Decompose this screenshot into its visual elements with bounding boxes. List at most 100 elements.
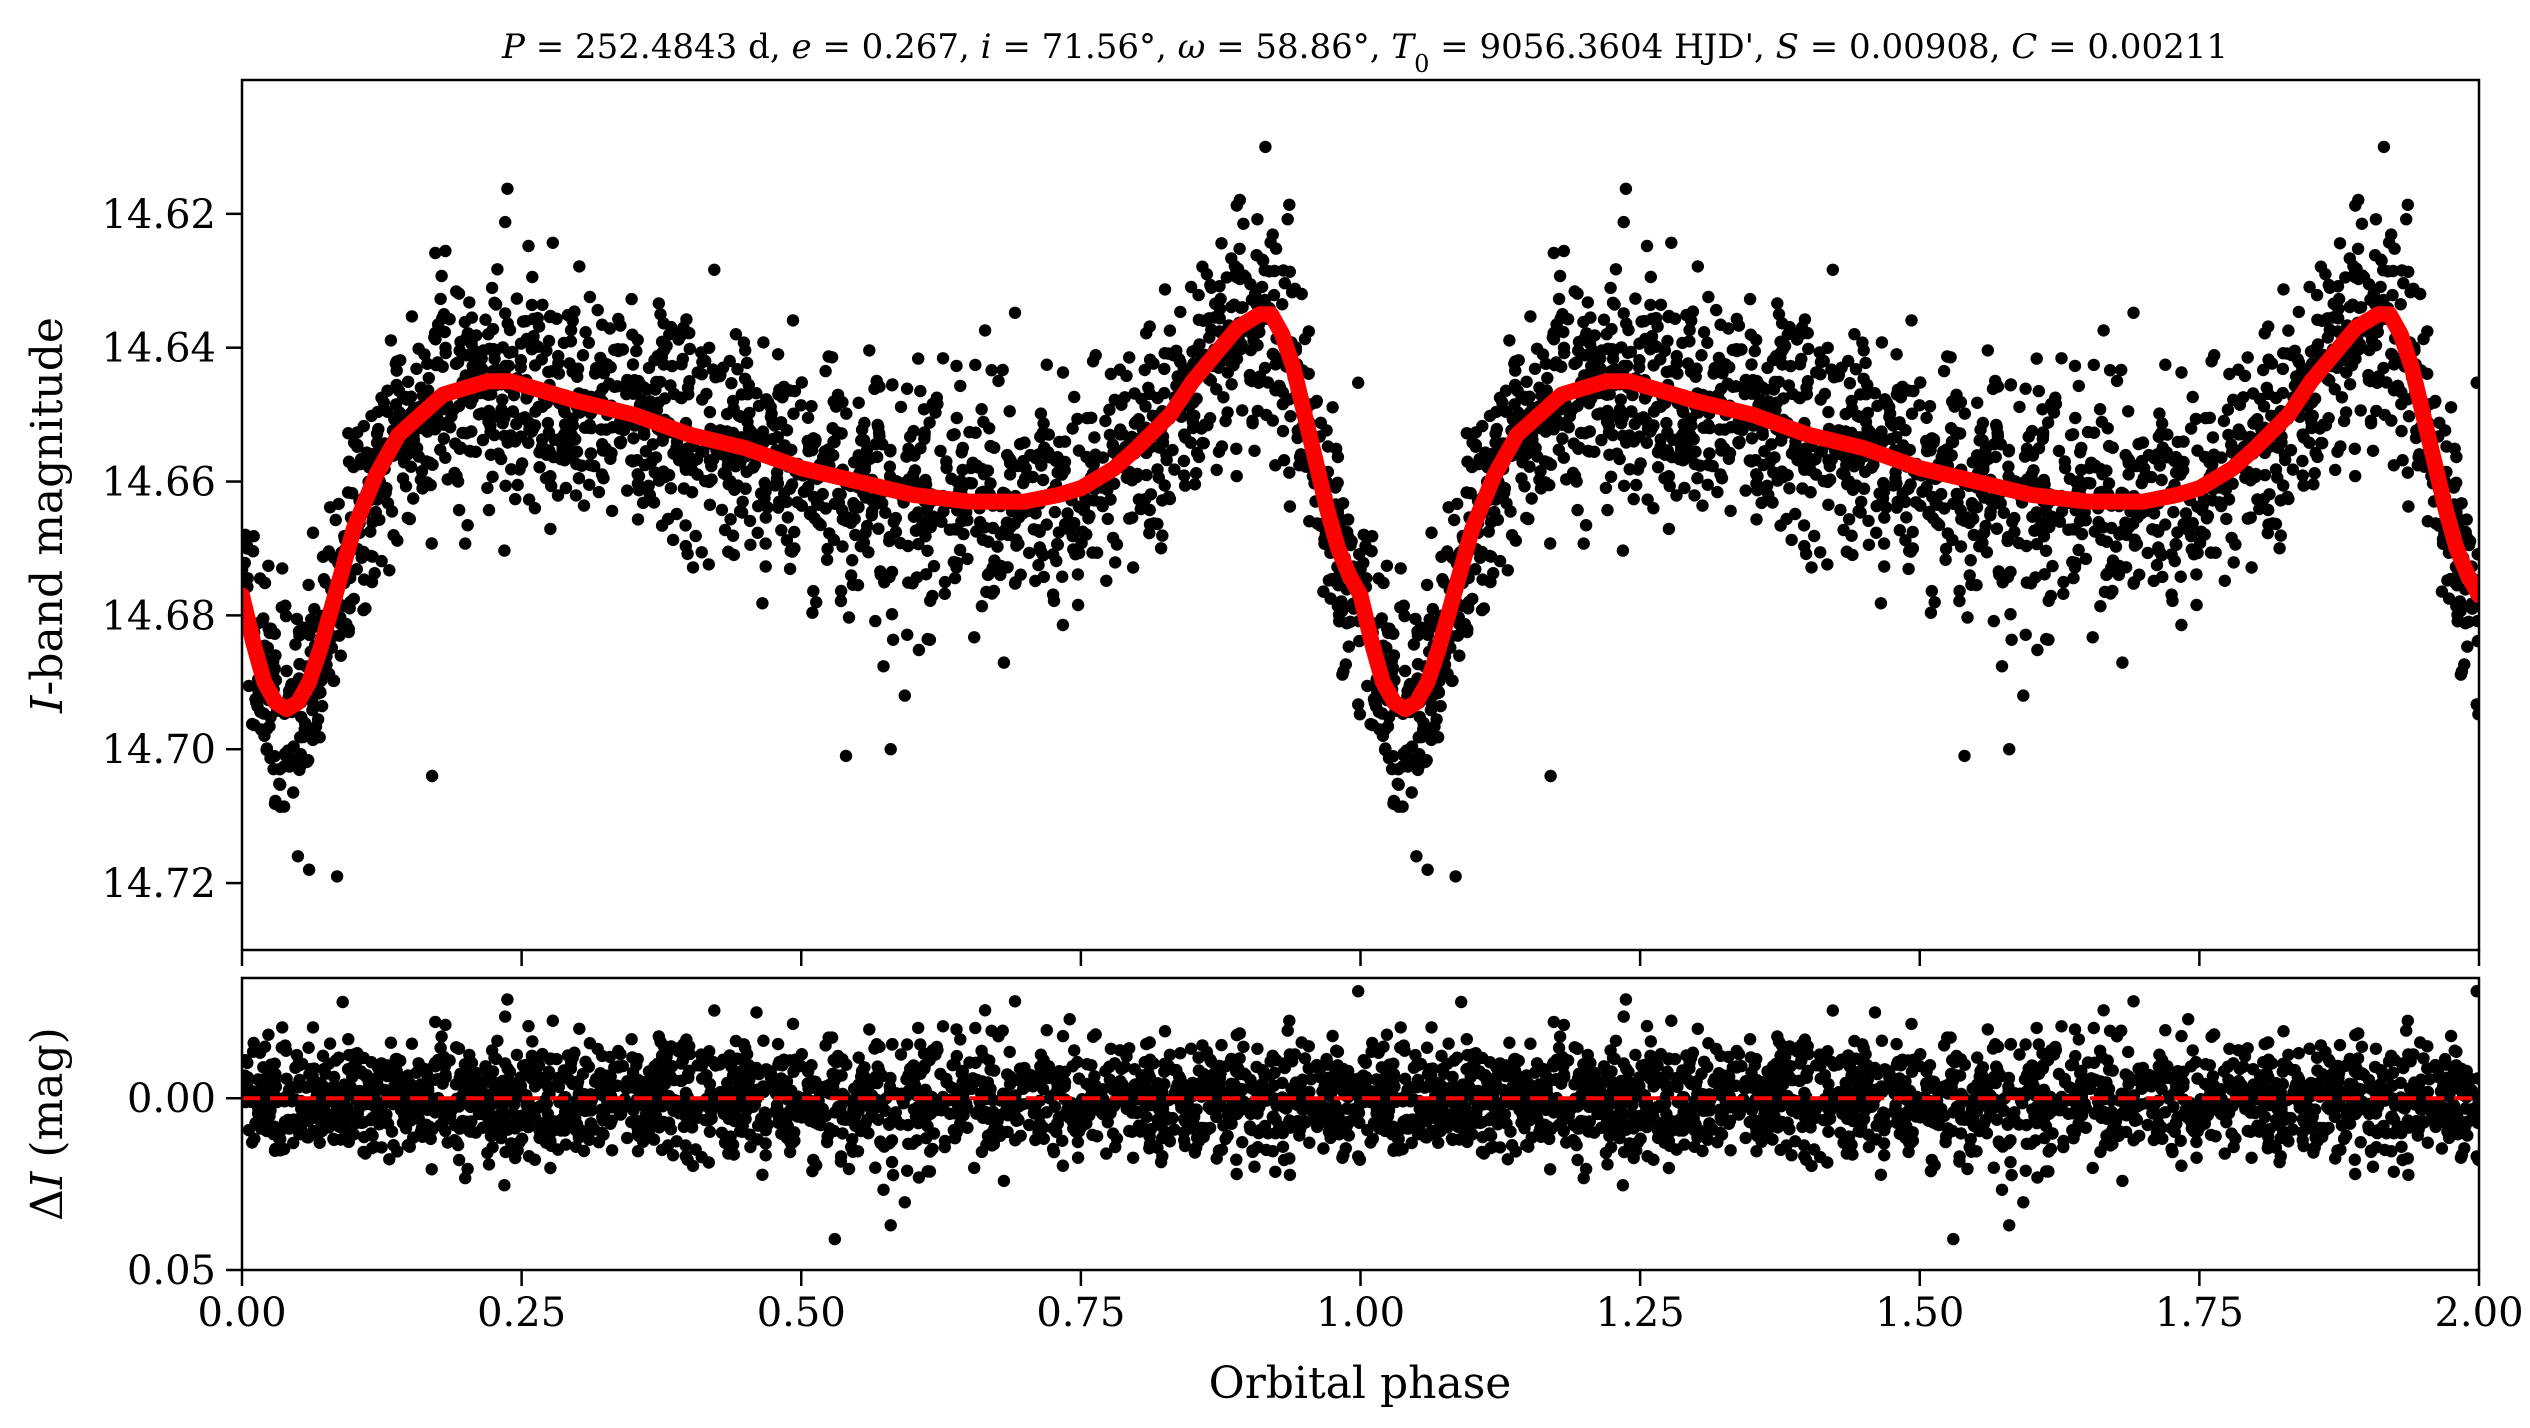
data-point [921, 544, 934, 557]
data-point [664, 482, 678, 495]
data-point [2167, 505, 2180, 519]
data-point [2089, 459, 2102, 472]
data-point [638, 428, 651, 441]
data-point [1466, 436, 1479, 449]
data-point [731, 363, 744, 376]
residual-point [429, 1015, 442, 1029]
data-point [1158, 479, 1171, 492]
data-point [1407, 638, 1421, 651]
data-point [287, 740, 300, 753]
residual-point [863, 1023, 876, 1036]
data-point [810, 496, 824, 510]
data-point [526, 270, 539, 284]
data-point [2179, 507, 2193, 520]
data-point [399, 480, 413, 493]
data-point [1606, 296, 1620, 309]
data-point [1544, 537, 1557, 550]
data-point [2276, 362, 2289, 376]
data-point [2156, 441, 2169, 454]
data-point [1689, 445, 1702, 458]
data-point [1644, 343, 1657, 356]
data-point [1763, 455, 1776, 469]
data-point [604, 452, 617, 465]
residual-point [981, 1076, 995, 1089]
data-point [1508, 398, 1521, 411]
data-point [2088, 525, 2101, 538]
data-point [2026, 510, 2039, 523]
data-point [806, 606, 819, 619]
data-point [541, 416, 555, 430]
data-point [1967, 512, 1980, 526]
y-tick-label: 14.62 [101, 192, 216, 238]
residual-point [303, 1068, 316, 1081]
data-point [1984, 509, 1997, 522]
data-point [1178, 479, 1192, 492]
data-point [2333, 237, 2347, 250]
data-point [1405, 786, 1418, 799]
data-point [459, 369, 472, 382]
data-point [1715, 444, 1728, 457]
data-point [1946, 395, 1959, 408]
data-point [1281, 213, 1294, 226]
data-point [2002, 443, 2016, 457]
data-point [2323, 323, 2336, 336]
data-point [498, 429, 511, 443]
data-point [1695, 349, 1708, 362]
data-point [805, 400, 818, 413]
residual-point [1154, 1155, 1168, 1169]
data-point [401, 375, 415, 388]
data-point [2094, 600, 2107, 613]
data-point [577, 499, 591, 512]
data-point [509, 492, 522, 506]
data-point [1090, 546, 1104, 559]
data-point [1896, 380, 1909, 393]
data-point [528, 419, 542, 432]
data-point [1506, 413, 1520, 426]
data-point [1225, 252, 1238, 265]
data-point [2206, 431, 2220, 444]
data-point [1758, 445, 1771, 458]
data-point [2220, 512, 2233, 526]
data-point [2352, 343, 2366, 356]
data-point [1158, 347, 1171, 360]
data-point [2064, 428, 2078, 442]
residual-point [852, 1051, 865, 1064]
data-point [807, 584, 820, 598]
data-point [546, 236, 559, 249]
data-point [2130, 537, 2144, 551]
data-point [2354, 404, 2367, 417]
data-point [772, 501, 785, 514]
data-point [384, 334, 398, 347]
data-point [2451, 608, 2464, 621]
data-point [2435, 585, 2449, 598]
data-point [1712, 351, 1726, 365]
data-point [1276, 397, 1290, 411]
data-point [1697, 326, 1711, 339]
data-point [666, 533, 680, 547]
data-point [834, 584, 848, 598]
data-point [1606, 428, 1620, 442]
data-point [1674, 439, 1688, 452]
data-point [1397, 599, 1411, 612]
data-point [1225, 300, 1238, 314]
data-point [510, 292, 524, 305]
data-point [2241, 512, 2254, 525]
data-point [1448, 513, 1461, 527]
data-point [991, 540, 1004, 553]
data-point [923, 416, 936, 429]
data-point [2020, 539, 2033, 553]
data-point [823, 527, 836, 540]
data-point [1547, 246, 1561, 260]
data-point [1382, 626, 1395, 640]
residual-point [759, 1149, 772, 1162]
data-point [2037, 473, 2051, 487]
data-point [594, 351, 607, 365]
data-point [2296, 454, 2309, 468]
data-point [1230, 442, 1243, 455]
data-point [1174, 305, 1187, 319]
data-point [2266, 517, 2279, 530]
data-point [357, 419, 370, 433]
residual-point [552, 1080, 566, 1094]
data-point [707, 453, 720, 466]
data-point [1004, 457, 1017, 470]
